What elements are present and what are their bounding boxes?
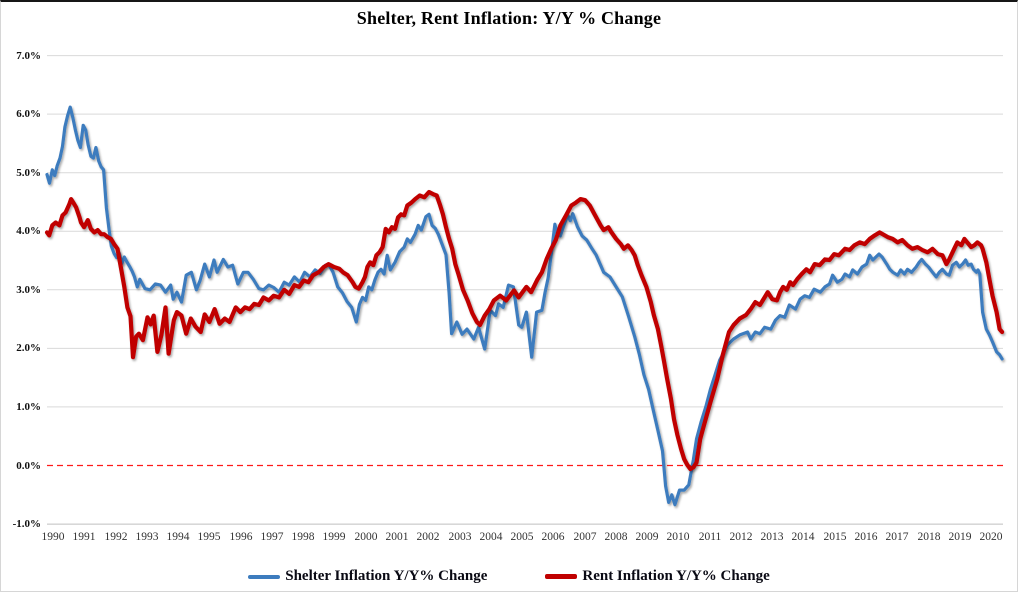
y-tick-label: 3.0% [16, 284, 41, 296]
x-tick-label: 1999 [322, 531, 346, 543]
x-tick-label: 1993 [135, 531, 159, 543]
y-tick-label: -1.0% [12, 518, 41, 530]
rent-line-swatch [545, 574, 578, 579]
y-tick-label: 1.0% [16, 401, 41, 413]
x-tick-label: 1994 [166, 531, 190, 543]
shelter-line-swatch [248, 574, 281, 579]
x-tick-label: 2015 [823, 531, 847, 543]
x-tick-label: 2003 [448, 531, 472, 543]
y-tick-label: 6.0% [16, 108, 41, 120]
x-tick-label: 2007 [573, 531, 597, 543]
x-tick-label: 2000 [354, 531, 378, 543]
chart-title: Shelter, Rent Inflation: Y/Y % Change [356, 8, 662, 28]
x-tick-label: 2014 [791, 531, 815, 543]
y-tick-label: 5.0% [16, 167, 41, 179]
x-tick-label: 2004 [479, 531, 503, 543]
legend-label-shelter: Shelter Inflation Y/Y% Change [285, 568, 488, 584]
x-tick-label: 2011 [698, 531, 722, 543]
y-tick-label: 2.0% [16, 342, 41, 354]
x-tick-label: 1991 [72, 531, 96, 543]
x-tick-label: 2013 [760, 531, 784, 543]
y-tick-label: 4.0% [16, 225, 41, 237]
y-tick-label: 0.0% [16, 460, 41, 472]
x-tick-label: 2009 [635, 531, 659, 543]
x-tick-label: 2012 [729, 531, 753, 543]
x-tick-label: 2002 [416, 531, 440, 543]
x-tick-label: 1990 [41, 531, 65, 543]
x-tick-label: 2001 [385, 531, 409, 543]
y-tick-label: 7.0% [16, 50, 41, 62]
x-tick-label: 2006 [541, 531, 565, 543]
x-tick-label: 2019 [948, 531, 972, 543]
legend: Shelter Inflation Y/Y% Change Rent Infla… [1, 568, 1017, 585]
x-tick-label: 2018 [917, 531, 941, 543]
x-tick-label: 2016 [854, 531, 878, 543]
legend-item-rent: Rent Inflation Y/Y% Change [545, 568, 770, 585]
x-tick-label: 1992 [104, 531, 128, 543]
x-tick-label: 1995 [197, 531, 221, 543]
x-tick-label: 1996 [229, 531, 253, 543]
x-tick-label: 1998 [291, 531, 315, 543]
x-tick-label: 2005 [510, 531, 534, 543]
legend-label-rent: Rent Inflation Y/Y% Change [582, 568, 770, 584]
rent-series-line [44, 189, 1005, 472]
x-tick-label: 2008 [604, 531, 628, 543]
x-tick-label: 1997 [260, 531, 284, 543]
legend-item-shelter: Shelter Inflation Y/Y% Change [248, 568, 487, 585]
shelter-series-line [45, 105, 1004, 507]
x-tick-label: 2017 [885, 531, 909, 543]
x-tick-label: 2020 [979, 531, 1003, 543]
x-tick-label: 2010 [666, 531, 690, 543]
